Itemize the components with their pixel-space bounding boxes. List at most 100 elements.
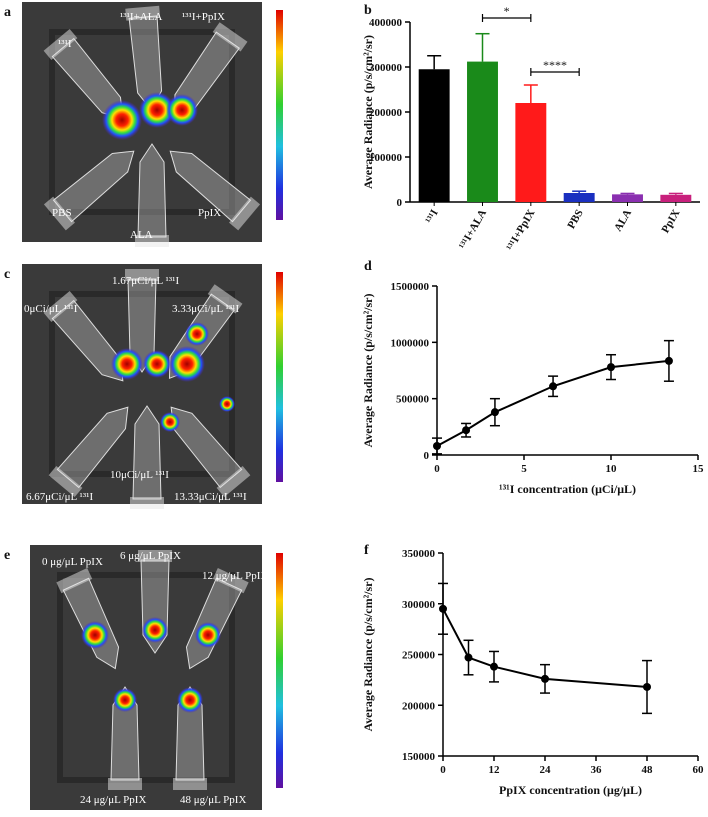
point [490, 662, 498, 671]
image-label: 6.67μCi/μL ¹³¹I [26, 491, 93, 503]
signal [169, 346, 205, 382]
y-tick-label: 1000000 [391, 337, 430, 349]
signal [160, 412, 180, 432]
colorbar [276, 553, 283, 788]
signal [143, 350, 171, 378]
line [436, 359, 670, 447]
panel-label: b [364, 3, 372, 18]
y-tick-label: 500000 [396, 394, 430, 406]
point [607, 363, 615, 372]
y-tick-label: 250000 [402, 650, 436, 662]
x-tick-label: ¹³¹I+ALA [457, 207, 489, 251]
image-grid [49, 291, 235, 477]
error-bar [475, 32, 490, 62]
point [643, 682, 651, 691]
image-label: 10μCi/μL ¹³¹I [110, 469, 169, 481]
x-tick-label: 12 [489, 764, 501, 776]
tube-cap [56, 567, 93, 594]
signal [177, 687, 203, 713]
tube-cap [43, 196, 75, 231]
error-bar [523, 84, 538, 103]
image-label: PBS [52, 207, 72, 219]
tube-cap [130, 497, 164, 509]
x-tick-label: 15 [693, 463, 705, 475]
panel-label: e [4, 548, 10, 563]
tube-cap [173, 778, 207, 790]
tube-cap [108, 778, 142, 790]
image-label: 0 μg/μL PpIX [42, 556, 103, 568]
tube [185, 567, 249, 670]
tube-body [137, 143, 167, 238]
tube-cap [125, 269, 159, 281]
tube-cap [135, 235, 169, 247]
colorbar [276, 272, 283, 482]
panel-label: f [364, 543, 369, 558]
error-bar [668, 192, 683, 195]
colorbar [276, 10, 283, 220]
point [439, 604, 447, 613]
signal [185, 322, 209, 346]
tube [43, 150, 135, 231]
image-label: ¹³¹I [58, 38, 72, 50]
tube [125, 269, 159, 373]
tube-cap [138, 550, 172, 562]
y-tick-label: 350000 [402, 548, 436, 560]
tube-body [132, 405, 162, 500]
tube [130, 405, 164, 509]
tube-cap [212, 567, 249, 594]
x-tick-label: ALA [612, 207, 634, 233]
point [464, 653, 473, 662]
bar [563, 193, 595, 202]
point [549, 382, 558, 391]
y-tick-label: 150000 [402, 751, 436, 763]
tube-cap [125, 5, 161, 21]
x-tick-label: ¹³¹I [423, 208, 440, 226]
error-bar [572, 190, 587, 193]
image-label: 13.33μCi/μL ¹³¹I [174, 491, 247, 503]
tube [125, 5, 163, 111]
bar [660, 194, 692, 202]
y-tick-label: 300000 [402, 599, 436, 611]
signal [81, 621, 109, 649]
x-tick-label: 0 [434, 463, 440, 475]
y-tick-label: 0 [424, 450, 430, 462]
x-tick-label: 10 [606, 463, 618, 475]
x-tick-label: PBS [565, 208, 585, 231]
tube [48, 406, 129, 498]
y-axis-title: Average Radiance (p/s/cm²/sr) [361, 577, 375, 731]
x-tick-label: 36 [591, 764, 603, 776]
image-label: 48 μg/μL PpIX [180, 794, 246, 806]
x-axis-title: ¹³¹I concentration (μCi/μL) [499, 482, 636, 496]
y-tick-label: 200000 [402, 700, 436, 712]
point [462, 426, 471, 435]
image-label: ¹³¹I+PpIX [182, 11, 225, 23]
image-label: 0μCi/μL ¹³¹I [24, 303, 78, 315]
y-tick-label: 100000 [369, 152, 403, 164]
tube [108, 686, 142, 790]
image-label: 3.33μCi/μL ¹³¹I [172, 303, 239, 315]
x-tick-label: 5 [521, 463, 527, 475]
x-tick-label: 0 [440, 764, 446, 776]
panel-label: c [4, 267, 10, 282]
bar [612, 194, 643, 202]
x-tick-label: 24 [540, 764, 552, 776]
panel-label: d [364, 259, 372, 274]
image-label: PpIX [198, 207, 221, 219]
image-label: 1.67μCi/μL ¹³¹I [112, 275, 179, 287]
signal [166, 94, 198, 126]
tube-cap [229, 196, 261, 231]
tube-cap [207, 284, 243, 314]
x-tick-label: ¹³¹I+PpIX [504, 207, 537, 252]
y-tick-label: 400000 [369, 17, 403, 29]
y-tick-label: 200000 [369, 107, 403, 119]
signal [102, 100, 142, 140]
tube-cap [48, 466, 83, 498]
image-label: 12 μg/μL PpIX [202, 570, 268, 582]
point [541, 674, 549, 683]
y-tick-label: 300000 [369, 62, 403, 74]
signal [195, 622, 221, 648]
signal [111, 348, 143, 380]
bar [515, 103, 547, 202]
x-axis-title: PpIX concentration (μg/μL) [499, 783, 642, 797]
